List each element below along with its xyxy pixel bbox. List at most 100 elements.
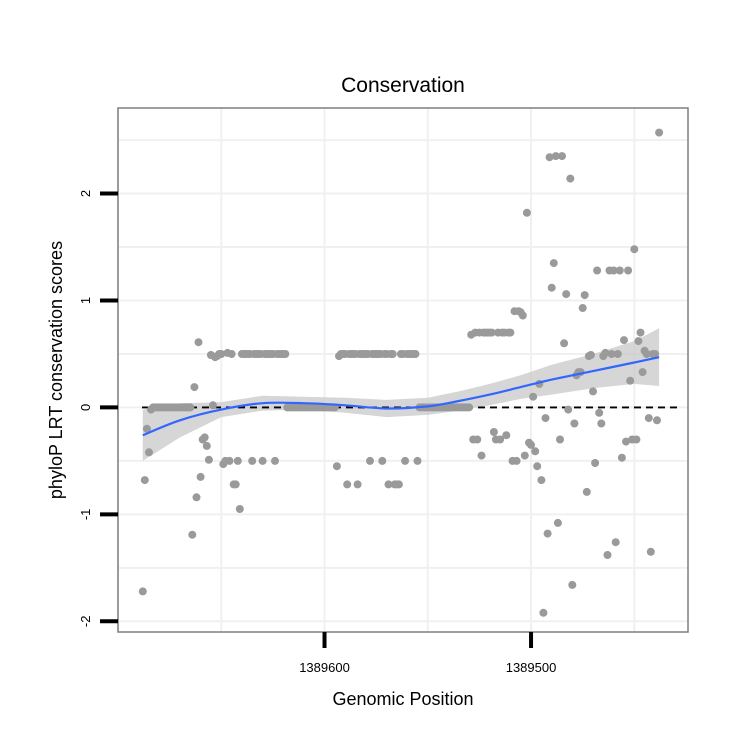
data-point <box>570 419 579 428</box>
data-point <box>332 462 341 471</box>
y-tick-label: -1 <box>78 509 93 521</box>
data-point <box>489 428 498 436</box>
data-point <box>138 587 147 596</box>
data-point <box>564 405 573 414</box>
data-point <box>632 435 641 444</box>
data-point <box>190 383 199 392</box>
data-point <box>142 424 151 433</box>
data-point <box>601 348 610 357</box>
data-point <box>630 245 639 254</box>
panel-border <box>117 107 689 633</box>
data-point <box>281 350 290 358</box>
data-point <box>231 480 240 489</box>
data-point <box>225 456 234 465</box>
data-point <box>233 456 242 465</box>
data-point <box>145 448 153 457</box>
x-axis: 1389600 1389500 <box>299 632 556 675</box>
data-point <box>609 266 618 275</box>
x-tick-label: 1389500 <box>506 660 557 675</box>
data-point <box>248 456 257 465</box>
y-tick-label: 2 <box>78 190 93 197</box>
data-point <box>522 208 531 217</box>
data-point <box>411 350 420 358</box>
data-point <box>533 462 542 471</box>
data-point <box>622 437 630 446</box>
data-point <box>595 408 604 417</box>
data-point <box>401 456 410 465</box>
data-point <box>556 435 564 444</box>
data-point <box>388 350 397 358</box>
data-point <box>562 290 571 299</box>
data-point <box>615 266 624 275</box>
data-point <box>578 304 587 312</box>
data-point <box>655 128 664 137</box>
y-axis-title: phyloP LRT conservation scores <box>46 241 66 499</box>
data-point <box>580 291 589 300</box>
data-point <box>512 456 521 465</box>
data-point <box>593 266 602 275</box>
data-point <box>589 387 597 396</box>
data-point <box>644 414 653 423</box>
data-point <box>204 455 213 464</box>
data-point <box>366 456 374 465</box>
data-point <box>568 580 577 589</box>
data-point <box>217 350 226 358</box>
smooth-trend-line <box>142 356 660 437</box>
data-point <box>531 447 540 456</box>
data-point <box>549 259 558 268</box>
data-point <box>617 453 626 462</box>
data-point <box>541 414 550 423</box>
data-point <box>192 493 201 502</box>
data-point <box>624 266 633 275</box>
data-point <box>607 350 616 358</box>
data-point <box>634 337 643 346</box>
data-point <box>642 350 651 358</box>
chart-title: Conservation <box>341 74 465 97</box>
data-point <box>506 328 515 337</box>
data-point <box>384 480 393 489</box>
data-point <box>202 441 211 450</box>
data-point <box>527 440 535 449</box>
y-axis: -2 -1 0 1 2 <box>78 190 118 627</box>
data-point <box>186 403 195 412</box>
data-point <box>551 152 560 161</box>
data-point <box>394 480 403 489</box>
data-point <box>520 451 529 460</box>
data-point <box>200 433 209 442</box>
data-point <box>465 403 474 412</box>
data-point <box>196 472 205 481</box>
data-point <box>502 431 511 440</box>
data-point <box>582 487 591 496</box>
data-point <box>547 283 556 292</box>
data-point <box>413 456 422 465</box>
data-point <box>597 419 606 428</box>
data-point <box>566 174 575 183</box>
data-point <box>620 336 628 345</box>
data-point <box>613 350 622 358</box>
x-tick-label: 1389600 <box>299 660 350 675</box>
data-point <box>653 416 661 425</box>
data-point <box>651 350 659 358</box>
data-point <box>529 392 538 401</box>
data-point <box>611 538 620 547</box>
data-point <box>636 328 645 337</box>
data-point <box>638 368 647 377</box>
data-point <box>473 435 482 444</box>
data-point <box>209 401 217 410</box>
data-point <box>258 456 267 465</box>
data-point <box>646 547 655 556</box>
data-point <box>477 451 486 460</box>
data-point <box>353 480 362 489</box>
data-point <box>378 456 387 465</box>
data-point <box>586 351 595 359</box>
data-point <box>543 529 552 538</box>
data-point <box>591 459 600 467</box>
data-point <box>188 530 197 539</box>
data-point <box>227 350 236 358</box>
data-point <box>518 311 527 320</box>
y-tick-label: 0 <box>78 404 93 411</box>
data-point <box>140 476 149 485</box>
data-point <box>545 153 554 162</box>
data-point <box>603 551 612 559</box>
